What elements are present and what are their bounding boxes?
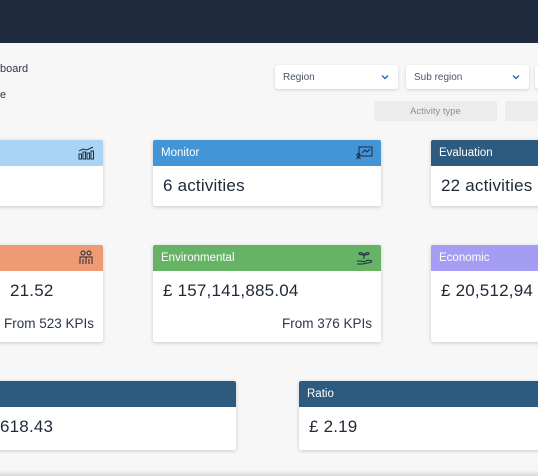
card-header — [0, 140, 103, 166]
chevron-down-icon — [512, 74, 520, 80]
region-select-label: Region — [283, 71, 315, 83]
breadcrumb-title: board — [0, 63, 29, 75]
total-card-partial[interactable]: 618.43 — [0, 381, 236, 450]
card-value: 6 activities — [163, 176, 245, 195]
card-value: £ 2.19 — [309, 417, 358, 436]
card-header: Environmental — [153, 245, 381, 271]
people-icon — [77, 249, 95, 267]
card-kpi-count: From 523 KPIs — [3, 316, 94, 331]
card-title: Evaluation — [439, 147, 493, 159]
card-value — [0, 166, 103, 176]
card-value: 22 activities — [441, 176, 533, 195]
card-title: Economic — [439, 252, 490, 264]
card-value: £ 20,512,94 — [441, 281, 534, 300]
presentation-icon — [355, 144, 373, 162]
evaluation-card[interactable]: Evaluation 22 activities — [431, 140, 538, 206]
card-header — [0, 381, 236, 407]
activity-card-partial[interactable] — [0, 140, 103, 206]
card-header — [0, 245, 103, 271]
social-card-partial[interactable]: 21.52 From 523 KPIs — [0, 245, 103, 342]
plant-hand-icon — [355, 249, 373, 267]
activity-type-filter[interactable]: Activity type — [374, 101, 497, 121]
card-title: Environmental — [161, 252, 235, 264]
sub-region-select-label: Sub region — [414, 71, 463, 83]
card-header: Monitor — [153, 140, 381, 166]
chart-icon — [77, 144, 95, 162]
filter-pill-partial[interactable] — [505, 101, 538, 121]
top-navigation-bar — [0, 0, 538, 43]
bottom-edge — [0, 470, 538, 476]
card-value: £ 157,141,885.04 — [163, 281, 299, 300]
card-value: 21.52 — [10, 281, 54, 300]
chevron-down-icon — [381, 74, 389, 80]
breadcrumb-subtitle: e — [0, 89, 7, 101]
card-kpi-count: From 376 KPIs — [281, 316, 372, 331]
economic-card[interactable]: Economic £ 20,512,94 — [431, 245, 538, 342]
card-value: 618.43 — [0, 417, 54, 436]
card-header: Ratio — [299, 381, 538, 407]
monitor-card[interactable]: Monitor 6 activities — [153, 140, 381, 206]
sub-region-select[interactable]: Sub region — [406, 65, 529, 89]
card-header: Evaluation — [431, 140, 538, 166]
environmental-card[interactable]: Environmental £ 157,141,885.04 From 376 … — [153, 245, 381, 342]
card-title: Ratio — [307, 388, 334, 400]
card-title: Monitor — [161, 147, 200, 159]
region-select[interactable]: Region — [275, 65, 398, 89]
filter-select-partial[interactable] — [535, 65, 538, 89]
card-header: Economic — [431, 245, 538, 271]
ratio-card[interactable]: Ratio £ 2.19 — [299, 381, 538, 450]
